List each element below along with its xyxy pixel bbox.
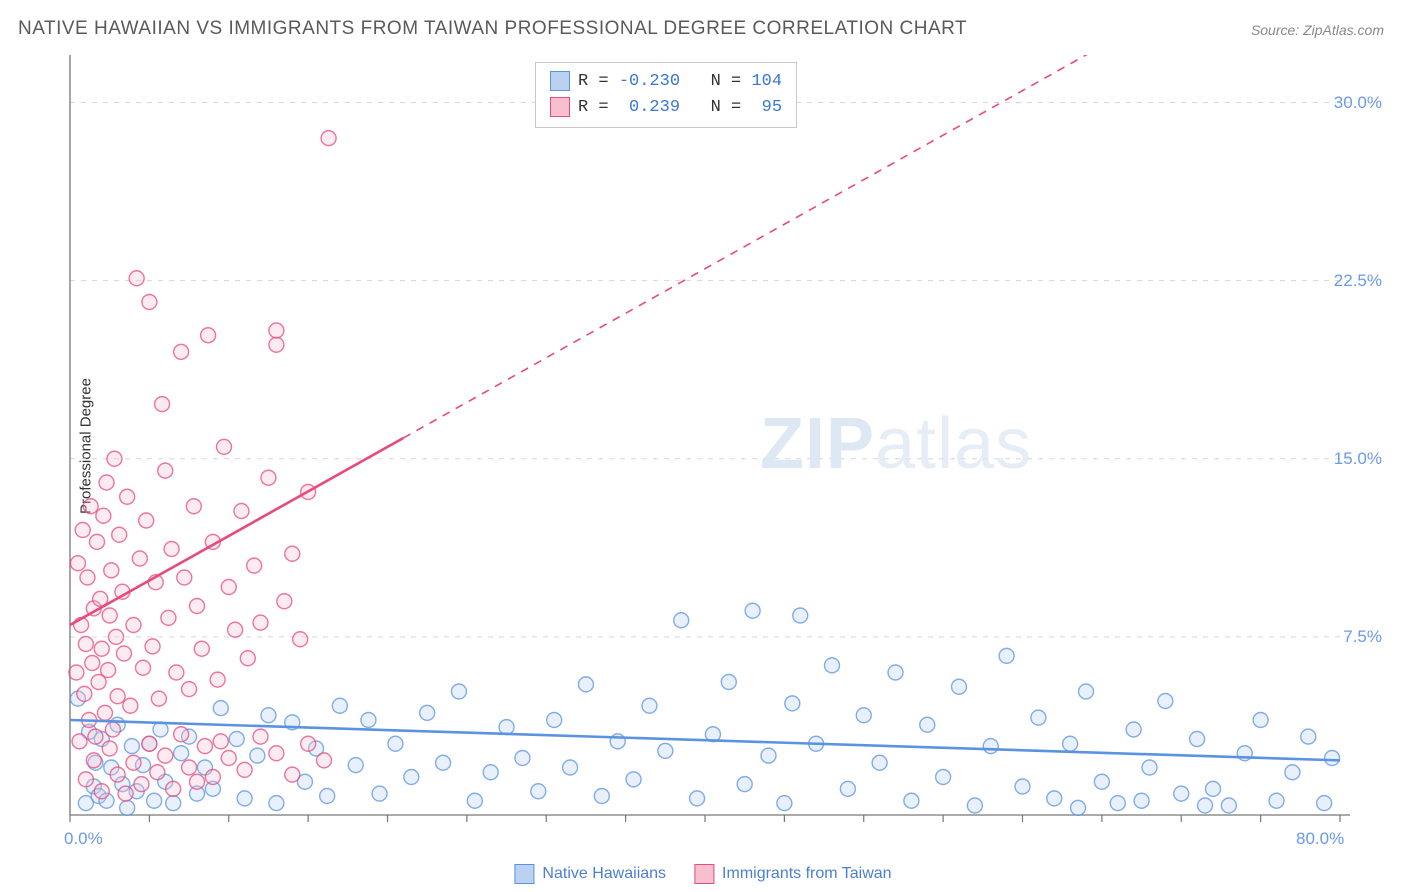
scatter-plot [60, 55, 1380, 845]
stats-row: R = -0.230 N = 104 [550, 69, 782, 95]
stats-legend-box: R = -0.230 N = 104R = 0.239 N = 95 [535, 62, 797, 128]
y-tick-label: 7.5% [1343, 627, 1382, 647]
legend-item: Immigrants from Taiwan [694, 864, 892, 884]
bottom-legend: Native Hawaiians Immigrants from Taiwan [514, 864, 891, 884]
watermark-atlas: atlas [875, 404, 1032, 484]
watermark-zip: ZIP [760, 404, 875, 484]
legend-swatch [694, 864, 714, 884]
stats-row: R = 0.239 N = 95 [550, 95, 782, 121]
legend-swatch [550, 97, 570, 117]
chart-area: ZIPatlas 7.5%15.0%22.5%30.0%0.0%80.0% [60, 55, 1380, 845]
legend-item: Native Hawaiians [514, 864, 666, 884]
chart-title: NATIVE HAWAIIAN VS IMMIGRANTS FROM TAIWA… [18, 18, 967, 40]
legend-label: Native Hawaiians [542, 865, 666, 883]
y-tick-label: 30.0% [1334, 93, 1382, 113]
legend-swatch [514, 864, 534, 884]
x-tick-label: 0.0% [64, 829, 103, 849]
x-tick-label: 80.0% [1296, 829, 1344, 849]
y-tick-label: 22.5% [1334, 271, 1382, 291]
legend-label: Immigrants from Taiwan [722, 865, 892, 883]
legend-swatch [550, 71, 570, 91]
source-attribution: Source: ZipAtlas.com [1251, 22, 1384, 38]
y-tick-label: 15.0% [1334, 449, 1382, 469]
watermark: ZIPatlas [760, 403, 1032, 485]
